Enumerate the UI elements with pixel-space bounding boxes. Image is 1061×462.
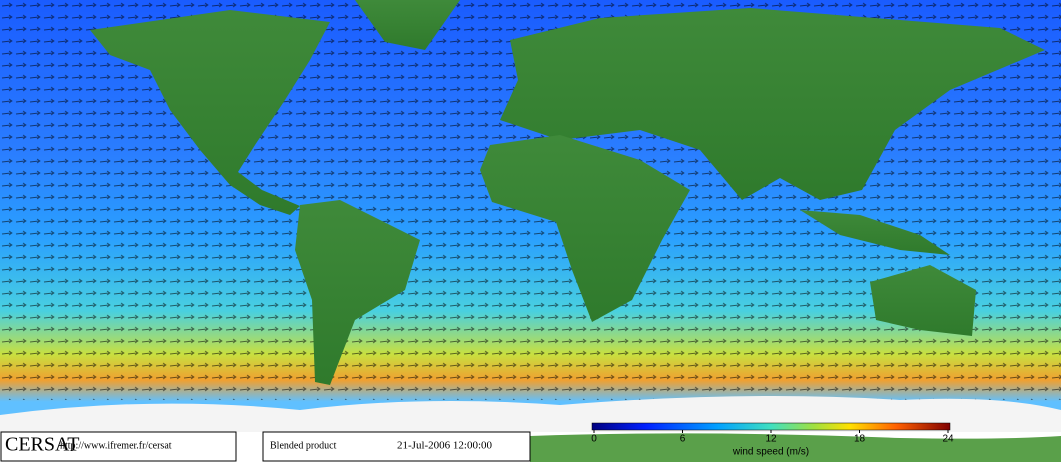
footer-land xyxy=(530,433,1061,462)
product-box xyxy=(262,431,531,462)
colorbar-label: wind speed (m/s) xyxy=(732,447,809,458)
date: 21-Jul-2006 12:00:00 xyxy=(397,440,493,452)
colorbar-tick-label: 0 xyxy=(591,434,597,445)
url: http://www.ifremer.fr/cersat xyxy=(60,440,172,451)
colorbar-tick-label: 24 xyxy=(942,434,954,445)
colorbar xyxy=(591,422,951,431)
continents xyxy=(90,0,1045,385)
colorbar-tick-label: 6 xyxy=(680,434,686,445)
logo-box xyxy=(0,431,237,462)
product: Blended product xyxy=(270,440,337,451)
colorbar-tick-label: 18 xyxy=(854,434,866,445)
logo: CERSAT xyxy=(5,434,79,456)
colorbar-tick-label: 12 xyxy=(765,434,777,445)
